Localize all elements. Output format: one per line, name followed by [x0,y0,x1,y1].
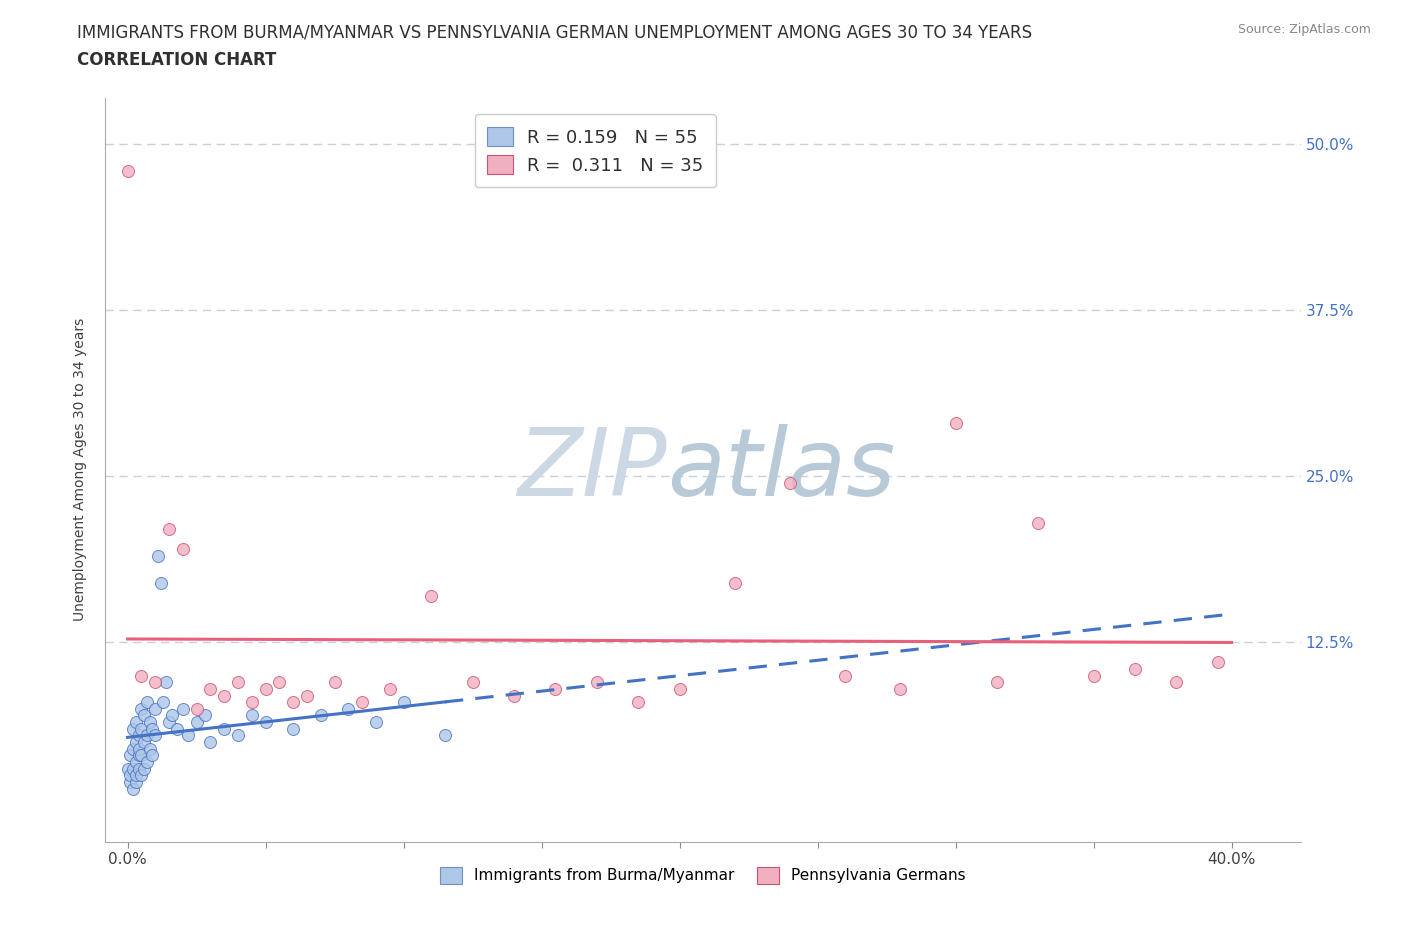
Point [194,708,217,723]
Point [200,682,222,697]
Point [117,164,139,179]
Point [132,708,155,723]
Point [281,695,304,710]
Point [122,722,145,737]
Point [135,728,157,743]
Point [503,688,526,703]
Point [295,688,318,703]
Point [254,682,277,697]
Point [125,775,148,790]
Point [157,522,180,537]
Point [143,728,166,743]
Point [135,695,157,710]
Point [200,735,222,750]
Point [132,735,155,750]
Point [240,695,263,710]
Text: CORRELATION CHART: CORRELATION CHART [77,51,277,69]
Legend: Immigrants from Burma/Myanmar, Pennsylvania Germans: Immigrants from Burma/Myanmar, Pennsylva… [434,861,972,890]
Point [779,475,801,490]
Point [420,589,443,604]
Point [309,708,332,723]
Point [986,675,1008,690]
Point [392,695,415,710]
Text: IMMIGRANTS FROM BURMA/MYANMAR VS PENNSYLVANIA GERMAN UNEMPLOYMENT AMONG AGES 30 : IMMIGRANTS FROM BURMA/MYANMAR VS PENNSYL… [77,23,1032,41]
Point [160,708,183,723]
Text: ZIP: ZIP [517,424,666,515]
Point [122,741,145,756]
Point [186,714,208,729]
Point [269,675,291,690]
Point [1206,655,1229,670]
Point [166,722,188,737]
Point [281,722,304,737]
Point [120,748,142,763]
Point [364,714,387,729]
Point [146,549,169,564]
Point [149,575,172,590]
Point [138,714,160,729]
Point [138,741,160,756]
Point [834,668,856,683]
Point [143,675,166,690]
Point [117,761,139,776]
Point [212,688,235,703]
Point [724,575,747,590]
Point [945,416,967,431]
Point [152,695,174,710]
Point [1166,675,1188,690]
Point [544,682,567,697]
Point [122,761,145,776]
Y-axis label: Unemployment Among Ages 30 to 34 years: Unemployment Among Ages 30 to 34 years [73,318,87,621]
Point [378,682,401,697]
Point [889,682,911,697]
Point [172,701,194,716]
Point [131,668,153,683]
Point [128,761,150,776]
Point [135,754,157,769]
Point [254,714,277,729]
Point [131,748,153,763]
Point [120,768,142,783]
Point [627,695,650,710]
Point [120,775,142,790]
Point [585,675,607,690]
Point [461,675,484,690]
Point [177,728,200,743]
Point [186,701,208,716]
Point [128,748,150,763]
Point [157,714,180,729]
Point [226,675,249,690]
Text: atlas: atlas [666,424,896,515]
Point [131,768,153,783]
Point [132,761,155,776]
Point [323,675,346,690]
Point [128,741,150,756]
Point [1083,668,1105,683]
Point [125,714,148,729]
Point [141,722,163,737]
Point [131,722,153,737]
Text: Source: ZipAtlas.com: Source: ZipAtlas.com [1237,23,1371,36]
Point [155,675,177,690]
Point [212,722,235,737]
Point [240,708,263,723]
Point [122,781,145,796]
Point [143,701,166,716]
Point [1028,515,1050,530]
Point [433,728,456,743]
Point [125,754,148,769]
Point [352,695,374,710]
Point [125,735,148,750]
Point [337,701,360,716]
Point [668,682,690,697]
Point [128,728,150,743]
Point [125,768,148,783]
Point [141,748,163,763]
Point [226,728,249,743]
Point [1123,661,1146,676]
Point [131,701,153,716]
Point [172,542,194,557]
